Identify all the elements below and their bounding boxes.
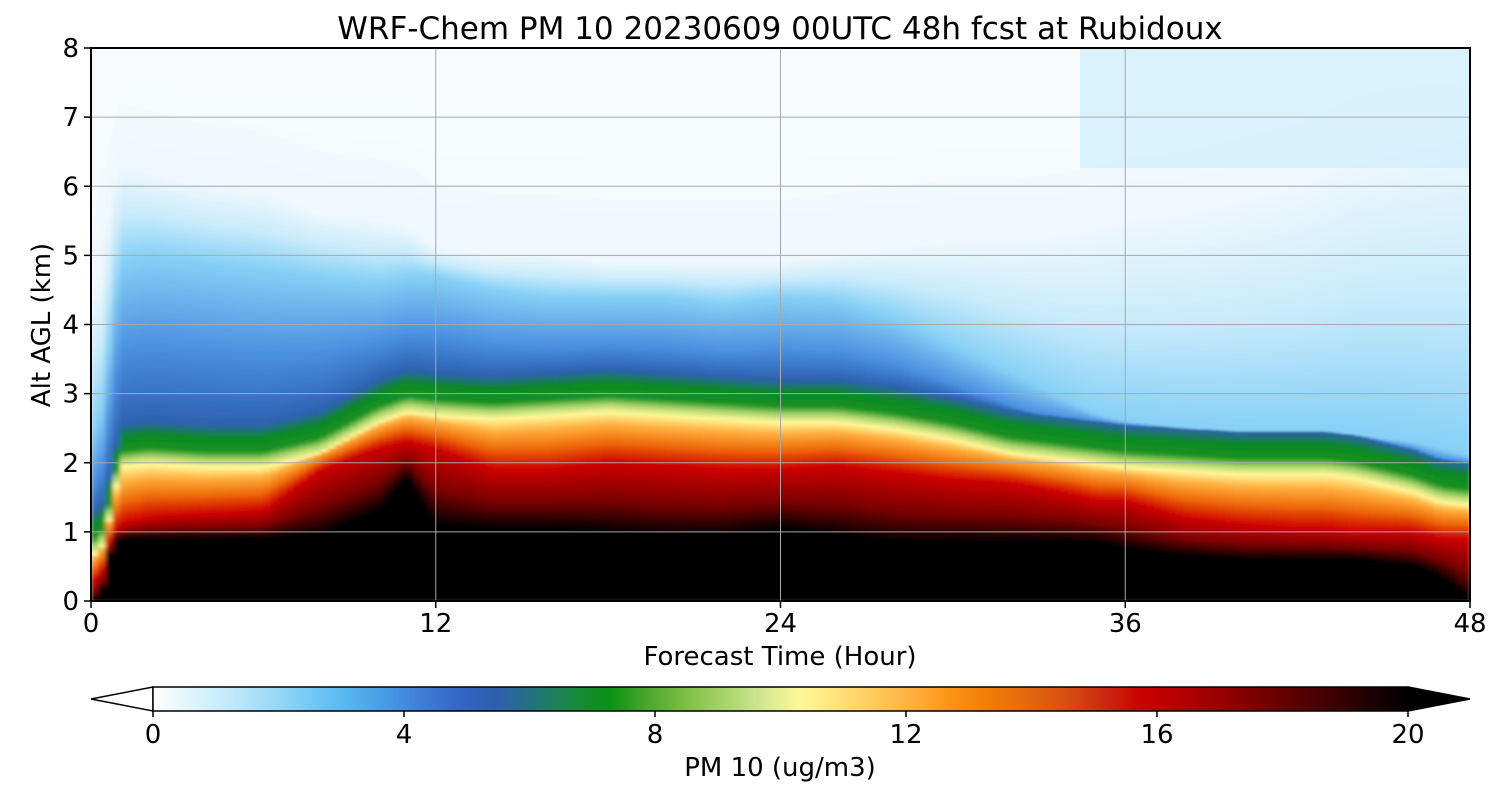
x-axis-ticks: 0 12 24 36 48 (83, 601, 1487, 639)
colorbar-frame (152, 686, 1409, 712)
grid-lines (91, 48, 1470, 601)
y-tick-label: 8 (62, 34, 79, 64)
y-axis-ticks: 0 1 2 3 4 5 6 7 8 (62, 34, 91, 617)
colorbar-tick-label: 0 (145, 720, 162, 750)
colorbar-max-extension (1407, 686, 1471, 712)
y-tick-label: 7 (62, 103, 79, 133)
y-tick-label: 2 (62, 449, 79, 479)
colorbar-gradient (153, 687, 1408, 711)
y-tick-label: 4 (62, 311, 79, 341)
colorbar-label: PM 10 (ug/m3) (684, 753, 876, 783)
x-axis-label: Forecast Time (Hour) (643, 642, 916, 672)
y-tick-label: 1 (62, 518, 79, 548)
x-tick-label: 24 (764, 609, 797, 639)
colorbar-min-extension (90, 686, 154, 712)
x-tick-label: 0 (83, 609, 100, 639)
y-tick-label: 5 (62, 241, 79, 271)
colorbar-tick-label: 12 (889, 720, 922, 750)
colorbar-tick-label: 8 (647, 720, 664, 750)
y-tick-label: 0 (62, 587, 79, 617)
x-tick-label: 12 (419, 609, 452, 639)
chart-title: WRF-Chem PM 10 20230609 00UTC 48h fcst a… (337, 11, 1222, 47)
colorbar-ticks: 0 4 8 12 16 20 (145, 711, 1425, 750)
y-tick-label: 6 (62, 172, 79, 202)
colorbar-tick-label: 20 (1391, 720, 1424, 750)
upper-right-haze (1080, 48, 1470, 168)
y-tick-label: 3 (62, 380, 79, 410)
y-axis-label: Alt AGL (km) (27, 243, 57, 407)
x-tick-label: 36 (1109, 609, 1142, 639)
x-tick-label: 48 (1453, 609, 1486, 639)
colorbar-tick-label: 4 (396, 720, 413, 750)
colorbar: 0 4 8 12 16 20 PM 10 (ug/m3) (90, 686, 1471, 783)
colorbar-tick-label: 16 (1140, 720, 1173, 750)
